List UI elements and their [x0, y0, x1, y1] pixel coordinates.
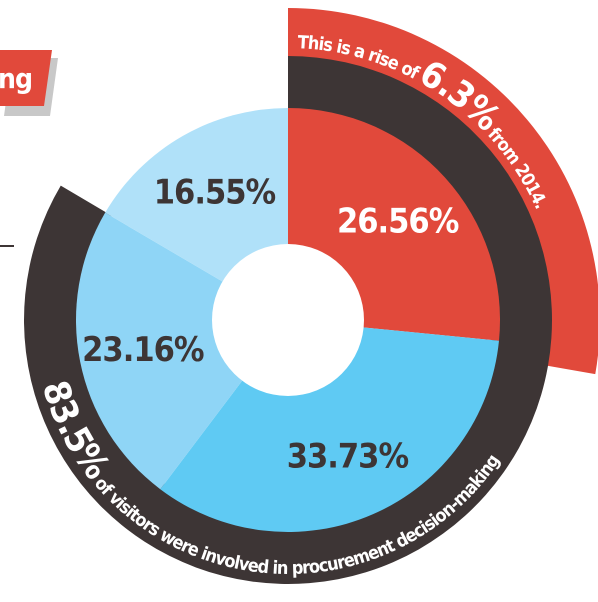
- slice-label: 26.56%: [337, 202, 459, 242]
- tag: [0, 50, 52, 106]
- slice-label: 23.16%: [82, 330, 204, 370]
- slice: [160, 320, 499, 532]
- slice-label: 16.55%: [154, 173, 276, 213]
- slice: [75, 212, 289, 490]
- hole: [212, 244, 364, 396]
- rings: This is a rise of6.3%from 2014.83.5%of v…: [23, 8, 598, 584]
- tag-text: ng: [0, 62, 32, 95]
- slice-label: 33.73%: [287, 437, 409, 477]
- rise-ring: [288, 8, 598, 375]
